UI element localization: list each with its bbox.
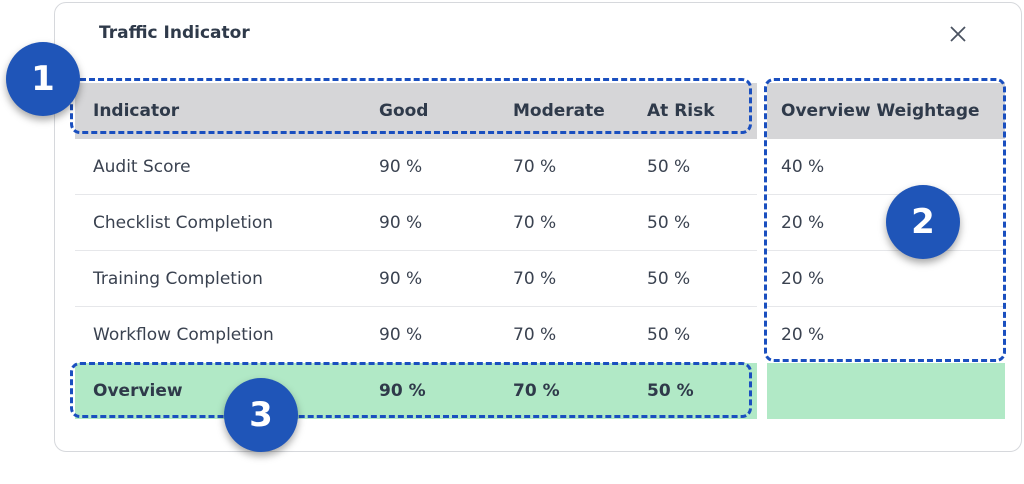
callout-badge-3: 3 (224, 378, 298, 452)
cell-at-risk: 50 % (647, 269, 691, 289)
cell-indicator: Training Completion (93, 269, 263, 289)
cell-indicator: Workflow Completion (93, 325, 274, 345)
overview-row: Overview 90 % 70 % 50 % (75, 363, 1005, 419)
table-row: Audit Score 90 % 70 % 50 % 40 % (75, 139, 1005, 195)
cell-good: 90 % (379, 325, 423, 345)
cell-at-risk: 50 % (647, 157, 691, 177)
header-moderate: Moderate (513, 101, 605, 121)
close-icon (950, 26, 966, 42)
header-at-risk: At Risk (647, 101, 715, 121)
table-row: Checklist Completion 90 % 70 % 50 % 20 % (75, 195, 1005, 251)
dialog-title: Traffic Indicator (99, 23, 250, 43)
cell-good: 90 % (379, 213, 423, 233)
cell-weightage: 20 % (781, 325, 825, 345)
cell-weightage: 20 % (781, 269, 825, 289)
cell-indicator: Audit Score (93, 157, 191, 177)
cell-moderate: 70 % (513, 325, 557, 345)
traffic-indicator-dialog: Traffic Indicator Indicator Good Moderat… (54, 2, 1022, 452)
cell-indicator: Checklist Completion (93, 213, 274, 233)
cell-good: 90 % (379, 157, 423, 177)
overview-moderate: 70 % (513, 381, 560, 401)
cell-moderate: 70 % (513, 213, 557, 233)
header-indicator: Indicator (93, 101, 180, 121)
header-overview-weightage: Overview Weightage (781, 101, 980, 121)
callout-badge-1: 1 (6, 42, 80, 116)
close-button[interactable] (947, 23, 969, 45)
overview-at-risk: 50 % (647, 381, 694, 401)
callout-badge-2: 2 (886, 185, 960, 259)
header-good: Good (379, 101, 429, 121)
cell-moderate: 70 % (513, 157, 557, 177)
cell-moderate: 70 % (513, 269, 557, 289)
table-row: Workflow Completion 90 % 70 % 50 % 20 % (75, 307, 1005, 363)
table-row: Training Completion 90 % 70 % 50 % 20 % (75, 251, 1005, 307)
cell-good: 90 % (379, 269, 423, 289)
overview-label: Overview (93, 381, 183, 401)
table-header-row: Indicator Good Moderate At Risk Overview… (75, 83, 1005, 139)
overview-good: 90 % (379, 381, 426, 401)
cell-at-risk: 50 % (647, 213, 691, 233)
cell-at-risk: 50 % (647, 325, 691, 345)
cell-weightage: 40 % (781, 157, 825, 177)
cell-weightage: 20 % (781, 213, 825, 233)
